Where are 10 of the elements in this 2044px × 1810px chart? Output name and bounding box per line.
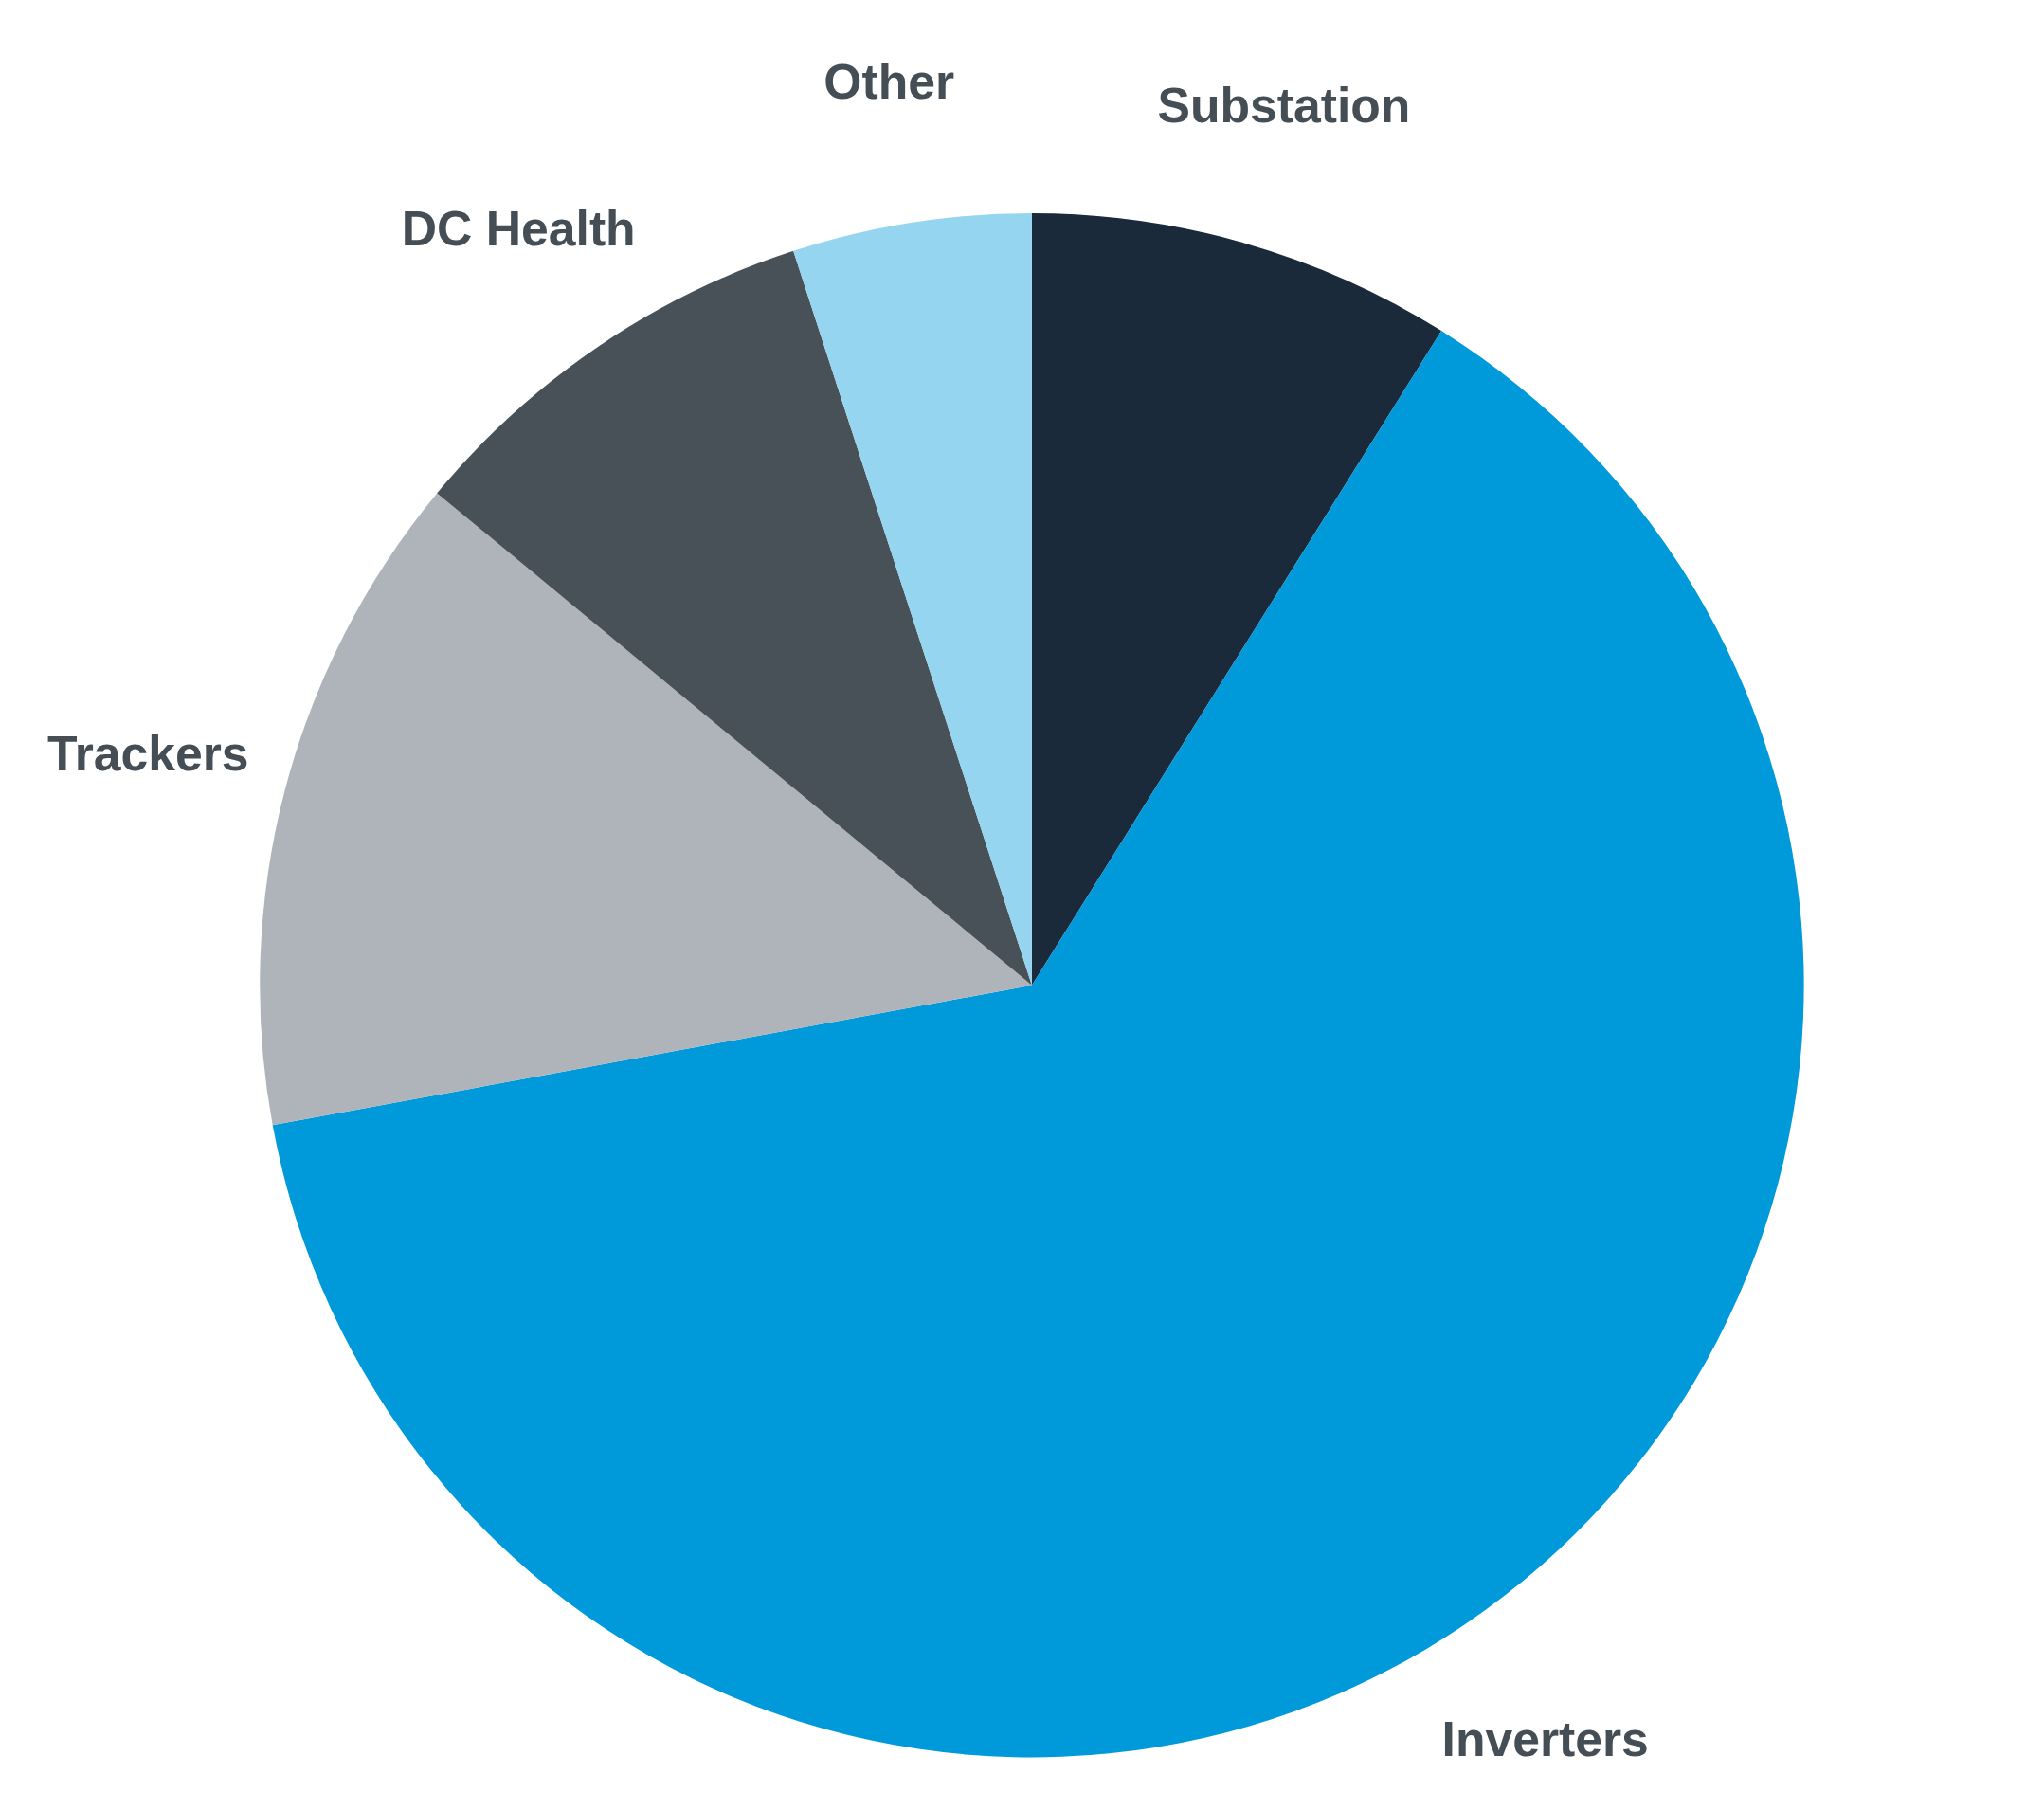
slice-label: Inverters: [1441, 1710, 1649, 1766]
pie-slice: [1031, 213, 1442, 986]
slice-label: Other: [823, 53, 955, 109]
pie-slice: [793, 213, 1032, 986]
pie-slice: [437, 250, 1032, 986]
pie-slice: [261, 493, 1032, 1126]
slice-label: Substation: [1157, 78, 1411, 134]
slice-label: Trackers: [46, 726, 249, 781]
slice-label: DC Health: [401, 200, 636, 256]
pie-slice: [272, 331, 1804, 1758]
